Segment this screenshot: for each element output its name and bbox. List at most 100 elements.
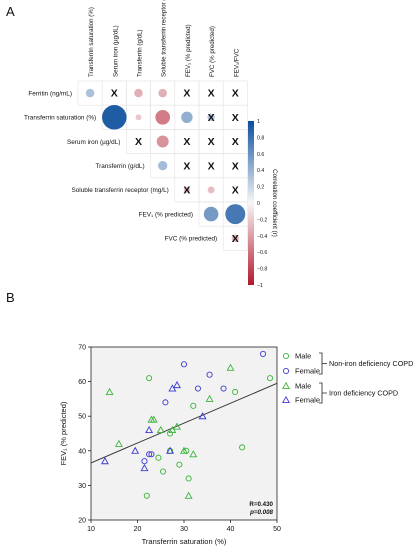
data-point-triangle: [184, 491, 193, 499]
data-point-triangle: [145, 425, 154, 434]
nonsignificant-x-mark: X: [183, 136, 190, 148]
colorbar-tick-label: 0.8: [257, 135, 264, 141]
nonsignificant-x-mark: X: [183, 160, 190, 172]
correlation-heatmap: Transferrin saturation (%) Serum iron (µg…: [24, 0, 248, 251]
colorbar: 1 0.8 0.6 0.4 0.2 0 −0.2 −0.4 −0.6 −0.8 −1 Correlat…: [248, 119, 278, 289]
data-point-circle: [180, 361, 188, 368]
data-point-circle: [266, 375, 274, 382]
nonsignificant-x-mark: X: [208, 160, 215, 172]
colorbar-bar: [248, 121, 254, 285]
data-point-circle: [148, 451, 155, 458]
legend-bracket: [319, 382, 327, 404]
data-point-circle: [239, 444, 246, 451]
nonsignificant-x-mark: X: [135, 136, 142, 148]
x-axis-label: Transferrin saturation (%): [142, 537, 227, 546]
legend-group-label: Non-iron deficiency COPD: [329, 359, 413, 368]
y-tick-label: 30: [78, 483, 86, 490]
nonsignificant-x-mark: X: [208, 136, 215, 148]
data-point-triangle: [205, 394, 214, 402]
correlation-circle: [183, 186, 191, 194]
data-point-circle: [176, 461, 183, 468]
data-point-circle: [220, 385, 227, 392]
stat-annotation-r: R=0.430: [249, 501, 273, 508]
data-point-circle: [206, 371, 213, 378]
y-axis-label: FEV₁ (% predicted): [59, 401, 68, 465]
legend-label: Female: [295, 367, 320, 376]
colorbar-tick-label: −0.8: [257, 267, 267, 273]
correlation-circle: [102, 105, 127, 130]
legend-bracket: [319, 352, 327, 375]
data-point-triangle: [131, 446, 140, 454]
correlation-circle: [225, 204, 246, 225]
nonsignificant-x-mark: X: [111, 88, 118, 100]
data-point-triangle: [173, 422, 181, 430]
correlation-circle: [203, 206, 219, 222]
colorbar-tick-label: −0.4: [257, 234, 267, 240]
nonsignificant-x-mark: X: [232, 160, 239, 172]
colorbar-title: Correlation coefficient (r): [271, 169, 278, 237]
y-tick-label: 70: [78, 345, 86, 352]
nonsignificant-x-mark: X: [183, 88, 190, 100]
correlation-circle: [231, 234, 240, 243]
column-label: Serum iron (µg/dL): [112, 25, 119, 77]
colorbar-tick-label: 1: [257, 119, 260, 125]
colorbar-tick-label: −0.2: [257, 217, 267, 223]
correlation-circle: [135, 114, 142, 121]
data-point-triangle: [173, 380, 181, 389]
correlation-circle: [158, 88, 167, 98]
data-point-circle: [232, 388, 239, 396]
data-point-circle: [194, 385, 201, 392]
colorbar-tick-label: 0: [257, 201, 260, 207]
nonsignificant-x-mark: X: [208, 88, 215, 100]
data-point-circle: [155, 454, 162, 461]
correlation-circle: [156, 135, 169, 148]
heatmap-cell-frame: [222, 225, 248, 251]
y-tick-label: 40: [78, 448, 86, 455]
correlation-circle: [158, 161, 168, 171]
correlation-circle: [181, 111, 193, 124]
data-point-triangle: [168, 425, 177, 434]
data-point-triangle: [100, 457, 109, 465]
data-point-triangle: [180, 446, 188, 454]
row-label: FVC (% predicted): [165, 236, 218, 243]
data-point-triangle: [105, 387, 114, 395]
legend-label: Female: [295, 396, 320, 405]
nonsignificant-x-mark: X: [232, 136, 239, 148]
colorbar-tick-label: 0.4: [257, 168, 264, 174]
correlation-circle: [155, 109, 171, 125]
correlation-circle: [85, 88, 95, 98]
x-tick-label: 30: [180, 526, 188, 533]
panel-label-a: A: [6, 4, 15, 19]
data-point-triangle: [166, 446, 175, 454]
row-label: Ferritin (ng/mL): [28, 90, 72, 97]
legend-marker-triangle: [282, 381, 290, 390]
data-point-circle: [185, 475, 192, 482]
x-tick-label: 10: [87, 526, 95, 533]
data-point-circle: [259, 350, 267, 357]
legend-marker-circle: [282, 352, 290, 360]
data-point-triangle: [149, 415, 158, 423]
nonsignificant-x-mark: X: [232, 233, 239, 245]
nonsignificant-x-mark: X: [183, 185, 190, 197]
row-label: Transferrin saturation (%): [24, 115, 96, 122]
x-tick-label: 40: [227, 526, 235, 533]
regression-line: [90, 382, 278, 464]
legend-label: Male: [295, 352, 311, 361]
stat-annotation-p: p=0.008: [249, 509, 273, 516]
y-tick-label: 20: [78, 518, 86, 525]
column-label: FEV₁/FVC: [233, 48, 240, 77]
colorbar-tick-label: −1: [257, 283, 263, 289]
nonsignificant-x-mark: X: [232, 88, 239, 100]
legend-marker-triangle: [282, 395, 290, 404]
data-point-circle: [162, 399, 169, 406]
y-tick-label: 60: [78, 379, 86, 386]
data-point-triangle: [114, 439, 123, 447]
y-tick-label: 50: [78, 414, 86, 421]
legend-group-label: Iron deficiency COPD: [329, 389, 398, 398]
data-point-triangle: [156, 425, 165, 434]
colorbar-tick-label: 0.6: [257, 152, 264, 158]
correlation-circle: [113, 92, 115, 94]
correlation-circle: [207, 186, 215, 194]
data-point-triangle: [226, 363, 235, 371]
